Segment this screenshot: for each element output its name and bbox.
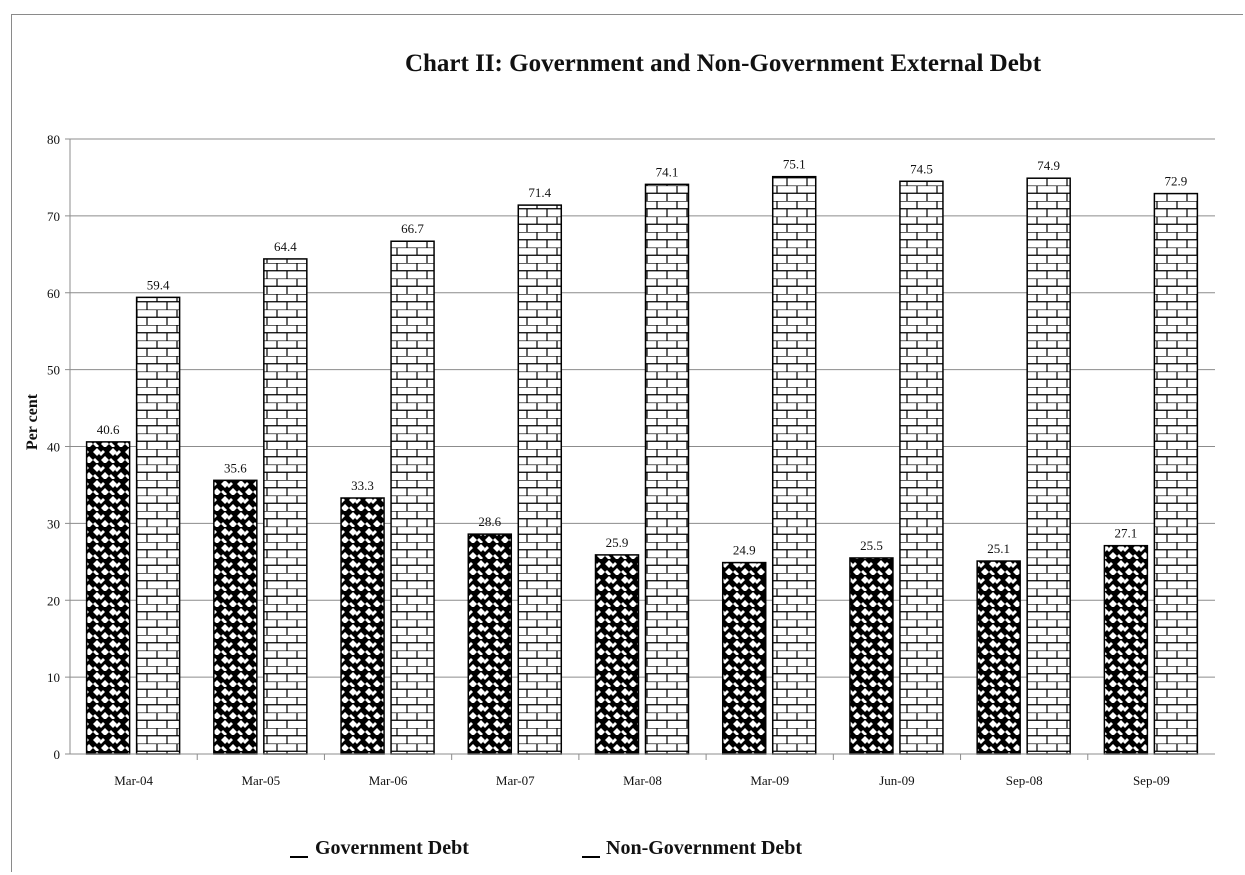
data-label-non-government-mar-09: 75.1: [783, 157, 806, 172]
bar-non-government-mar-04: [135, 296, 181, 755]
data-label-non-government-jun-09: 74.5: [910, 161, 933, 176]
x-tick-label-mar-06: Mar-06: [369, 773, 408, 788]
chart-title: Chart II: Government and Non-Government …: [405, 50, 1042, 77]
data-label-non-government-sep-08: 74.9: [1037, 158, 1060, 173]
data-label-government-jun-09: 25.5: [860, 538, 883, 553]
bar-government-sep-08: [976, 560, 1021, 755]
y-tick-label-70: 70: [47, 209, 60, 224]
data-label-non-government-mar-06: 66.7: [401, 221, 424, 236]
data-label-government-mar-07: 28.6: [478, 514, 501, 529]
x-axis-ticks: Mar-04 Mar-05 Mar-06 Mar-07 Mar-08 Mar-09 Jun-…: [114, 754, 1170, 788]
chart-svg: Chart II: Government and Non-Government …: [24, 50, 1215, 859]
bar-non-government-mar-09: [771, 175, 817, 755]
x-tick-label-mar-08: Mar-08: [623, 773, 662, 788]
bar-non-government-mar-07: [517, 204, 563, 755]
bar-non-government-mar-06: [390, 240, 435, 755]
data-label-government-sep-09: 27.1: [1115, 526, 1138, 541]
data-label-government-mar-04: 40.6: [97, 422, 120, 437]
data-labels: 40.6 59.4 35.6 64.4 33.3 66.7 28.6 71.4 25.9 74.1…: [97, 157, 1188, 558]
legend-item-non-government: Non-Government Debt: [582, 837, 802, 859]
x-tick-label-sep-08: Sep-08: [1006, 773, 1043, 788]
data-label-non-government-mar-05: 64.4: [274, 239, 297, 254]
bar-government-mar-09: [721, 561, 767, 755]
y-tick-label-10: 10: [47, 670, 60, 685]
data-label-government-sep-08: 25.1: [987, 541, 1010, 556]
y-tick-label-0: 0: [54, 747, 61, 762]
data-label-government-mar-06: 33.3: [351, 478, 374, 493]
bar-government-mar-08: [594, 554, 640, 755]
x-tick-label-sep-09: Sep-09: [1133, 773, 1170, 788]
data-label-non-government-mar-08: 74.1: [656, 164, 679, 179]
y-tick-label-60: 60: [47, 286, 60, 301]
bar-non-government-mar-08: [644, 183, 690, 755]
bar-government-jun-09: [849, 557, 894, 755]
x-tick-label-mar-09: Mar-09: [750, 773, 789, 788]
data-label-government-mar-05: 35.6: [224, 460, 247, 475]
axes: [69, 139, 1215, 755]
bar-non-government-sep-08: [1026, 177, 1071, 755]
x-tick-label-mar-05: Mar-05: [241, 773, 280, 788]
bar-government-mar-07: [467, 533, 513, 755]
legend-label-non-government: Non-Government Debt: [606, 837, 802, 859]
y-tick-label-20: 20: [47, 593, 60, 608]
y-tick-label-30: 30: [47, 516, 60, 531]
bar-non-government-jun-09: [899, 180, 944, 755]
bar-non-government-mar-05: [263, 258, 308, 755]
x-tick-label-jun-09: Jun-09: [879, 773, 914, 788]
bar-government-mar-05: [213, 479, 258, 755]
bar-government-sep-09: [1103, 544, 1149, 755]
data-label-government-mar-09: 24.9: [733, 543, 756, 558]
data-label-non-government-mar-07: 71.4: [528, 185, 551, 200]
bar-government-mar-06: [340, 497, 385, 755]
legend-item-government: Government Debt: [290, 837, 469, 859]
y-tick-label-50: 50: [47, 363, 60, 378]
y-tick-label-40: 40: [47, 440, 60, 455]
chart-frame: Chart II: Government and Non-Government …: [11, 14, 1243, 872]
bars: [85, 175, 1199, 755]
y-axis-title: Per cent: [24, 393, 41, 450]
legend: Government Debt Non-Government Debt: [290, 837, 802, 859]
data-label-non-government-sep-09: 72.9: [1165, 174, 1188, 189]
bar-non-government-sep-09: [1153, 192, 1199, 755]
bar-government-mar-04: [85, 441, 131, 755]
data-label-non-government-mar-04: 59.4: [147, 277, 170, 292]
x-tick-label-mar-04: Mar-04: [114, 773, 153, 788]
data-label-government-mar-08: 25.9: [606, 535, 629, 550]
legend-label-government: Government Debt: [315, 837, 469, 859]
y-axis-ticks: 0 10 20 30 40 50 60 70 80: [47, 132, 70, 762]
gridlines: [70, 138, 1215, 678]
y-tick-label-80: 80: [47, 132, 60, 147]
x-tick-label-mar-07: Mar-07: [496, 773, 535, 788]
